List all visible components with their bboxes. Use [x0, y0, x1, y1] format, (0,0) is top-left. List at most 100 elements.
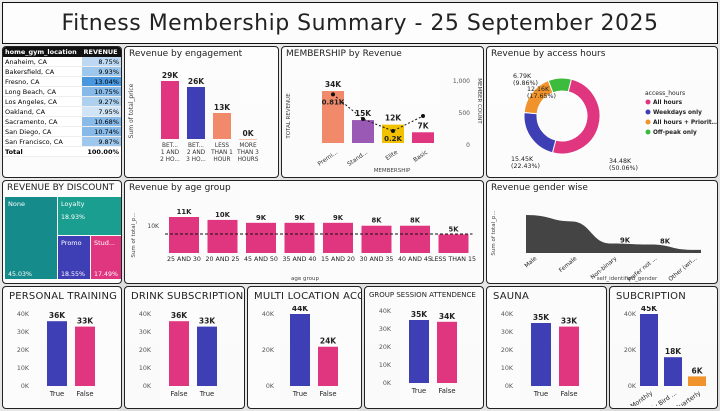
- treemap-cell: [58, 197, 121, 235]
- donut-slice: [551, 78, 601, 155]
- table-row[interactable]: San Francisco, CA 9.87%: [3, 136, 121, 147]
- data-label: 11K: [177, 208, 192, 216]
- slice-percent-label: (17.65%): [527, 93, 556, 100]
- multi-location-panel[interactable]: MULTI LOCATION ACCESS 40K 20K 0K 44K True 24K…: [247, 286, 362, 409]
- x-tick-label: 40 AND 45: [398, 256, 432, 263]
- gender-chart-panel[interactable]: Revenue gender wise Sum of total_p... Mal…: [486, 180, 718, 284]
- table-row[interactable]: Sacramento, CA 10.68%: [3, 116, 121, 127]
- x-tick-label: LESS THAN 15: [431, 256, 476, 263]
- column-header-location[interactable]: home_gym_location: [3, 47, 82, 57]
- y-tick-label: 10K: [139, 365, 152, 372]
- bar: [187, 87, 205, 139]
- table-row[interactable]: Fresno, CA 13.04%: [3, 76, 121, 87]
- bar: [438, 234, 469, 253]
- y-tick-label: 0K: [505, 383, 514, 390]
- x-tick-label: Basic: [412, 149, 429, 164]
- line-point: [331, 92, 335, 97]
- y2-tick-label: 0: [466, 142, 470, 149]
- y-tick-label: 10K: [379, 362, 392, 369]
- bar: [318, 346, 338, 386]
- location-cell: Anaheim, CA: [3, 57, 82, 67]
- data-label: 33K: [77, 317, 94, 326]
- bar: [409, 320, 429, 383]
- y-tick-label: 40K: [624, 311, 637, 318]
- x-tick-label: Male: [524, 256, 539, 270]
- discount-treemap: None 45.03% Loyalty 18.93% Promo 18.55% Stud..…: [5, 197, 121, 279]
- revenue-cell: 7.95%: [81, 106, 121, 117]
- bar: [323, 222, 353, 253]
- slice-value-label: 12.16K: [527, 86, 550, 93]
- table-row[interactable]: Bakersfield, CA 9.93%: [3, 66, 121, 77]
- column-header-revenue[interactable]: REVENUE: [81, 47, 121, 57]
- x-tick-label: Elite: [384, 149, 399, 162]
- legend-marker: [645, 99, 651, 105]
- x-tick-label: 45 AND 50: [244, 256, 278, 263]
- x-tick-label: Other (wri...: [668, 256, 699, 283]
- y-tick-label: 20K: [139, 347, 152, 354]
- engagement-chart-panel[interactable]: Revenue by engagement Sum of total_price…: [124, 46, 279, 178]
- access-hours-chart-panel[interactable]: Revenue by access hours 34.48K (50.06%) 15…: [486, 46, 718, 178]
- gym-location-table-panel: home_gym_location REVENUE Anaheim, CA 8.7…: [2, 46, 122, 178]
- slice-value-label: 34.48K: [609, 158, 632, 165]
- table-row[interactable]: Los Angeles, CA 9.27%: [3, 96, 121, 107]
- x-tick-label: 2 HO...: [160, 157, 180, 163]
- panel-title: Revenue by access hours: [491, 49, 606, 59]
- bar: [664, 357, 682, 386]
- x-tick-label: BET...: [188, 143, 204, 149]
- gym-location-table: home_gym_location REVENUE Anaheim, CA 8.7…: [3, 47, 121, 157]
- sauna-panel[interactable]: SAUNA 40K 30K 20K 10K 0K 35K True 33K False: [486, 286, 607, 409]
- y-tick-label: 0K: [143, 383, 152, 390]
- group-session-panel[interactable]: GROUP SESSION ATTENDENCE 40K 30K 20K 10K 0K 3…: [364, 286, 484, 409]
- bar: [437, 321, 457, 383]
- data-label: 45K: [641, 306, 658, 313]
- revenue-cell: 10.68%: [81, 116, 121, 127]
- x-tick-label: THAN 1: [210, 150, 233, 156]
- legend-marker: [645, 119, 651, 125]
- data-label: 12K: [385, 114, 402, 123]
- x-tick-label: BET...: [162, 143, 178, 149]
- y-tick-label: 20K: [379, 344, 392, 351]
- x-tick-label: 30 AND 35: [360, 256, 394, 263]
- bar: [246, 222, 276, 253]
- data-label: 44K: [292, 306, 309, 313]
- line-point: [421, 114, 425, 118]
- x-tick-label: False: [438, 387, 455, 395]
- data-label: 34K: [439, 312, 456, 321]
- page-title: Fitness Membership Summary - 25 Septembe…: [2, 2, 718, 44]
- table-row[interactable]: San Diego, CA 10.74%: [3, 126, 121, 137]
- y-tick-label: 40K: [17, 311, 30, 318]
- x-tick-label: True: [533, 390, 548, 398]
- table-row[interactable]: Long Beach, CA 10.75%: [3, 86, 121, 97]
- bar: [400, 225, 430, 253]
- subscription-panel[interactable]: SUBCRIPTION 40K 20K 0K 45K Monthly 18K Early B…: [609, 286, 718, 409]
- data-label: 13K: [214, 103, 231, 112]
- data-label: 15K: [355, 109, 372, 118]
- data-label: 9K: [295, 214, 306, 222]
- data-label: 29K: [162, 71, 179, 80]
- age-chart-panel[interactable]: Revenue by age group Sum of total_p... 10…: [124, 180, 484, 284]
- bar: [322, 91, 344, 143]
- drink-subscription-panel[interactable]: DRINK SUBSCRIPTION 40K 30K 20K 10K 0K 36K Fals…: [124, 286, 245, 409]
- legend-item: Weekdays only: [653, 110, 702, 116]
- x-tick-label: True: [411, 387, 426, 395]
- y-tick-label: 0K: [266, 383, 275, 390]
- data-label: 8K: [372, 217, 383, 225]
- x-tick-label: Monthly: [629, 390, 654, 406]
- personal-training-panel[interactable]: PERSONAL TRAINING 40K 30K 20K 10K 0K 36K True 3…: [2, 286, 122, 409]
- location-cell: Sacramento, CA: [3, 116, 82, 127]
- discount-chart-panel[interactable]: REVENUE BY DISCOUNT None 45.03% Loyalty 18.…: [2, 180, 122, 284]
- table-row[interactable]: Oakland, CA 7.95%: [3, 106, 121, 117]
- data-label: 34K: [325, 80, 342, 89]
- slice-value-label: 15.45K: [511, 156, 534, 163]
- membership-chart-panel[interactable]: MEMBERSHIP by Revenue TOTAL REVENUE MEMBE…: [281, 46, 484, 178]
- age-group-chart: Sum of total_p... 10K 11K 25 AND 30 10K 20 AN…: [131, 208, 476, 282]
- data-label: 9K: [256, 214, 267, 222]
- legend-marker: [645, 109, 651, 115]
- multi-location-chart: 40K 20K 0K 44K True 24K False: [262, 304, 338, 398]
- data-label: 8K: [660, 238, 671, 246]
- treemap-cell: [91, 236, 121, 279]
- table-row[interactable]: Anaheim, CA 8.75%: [3, 57, 121, 67]
- bar: [361, 225, 392, 253]
- location-cell: Fresno, CA: [3, 76, 82, 87]
- panel-title: Revenue by engagement: [129, 49, 243, 59]
